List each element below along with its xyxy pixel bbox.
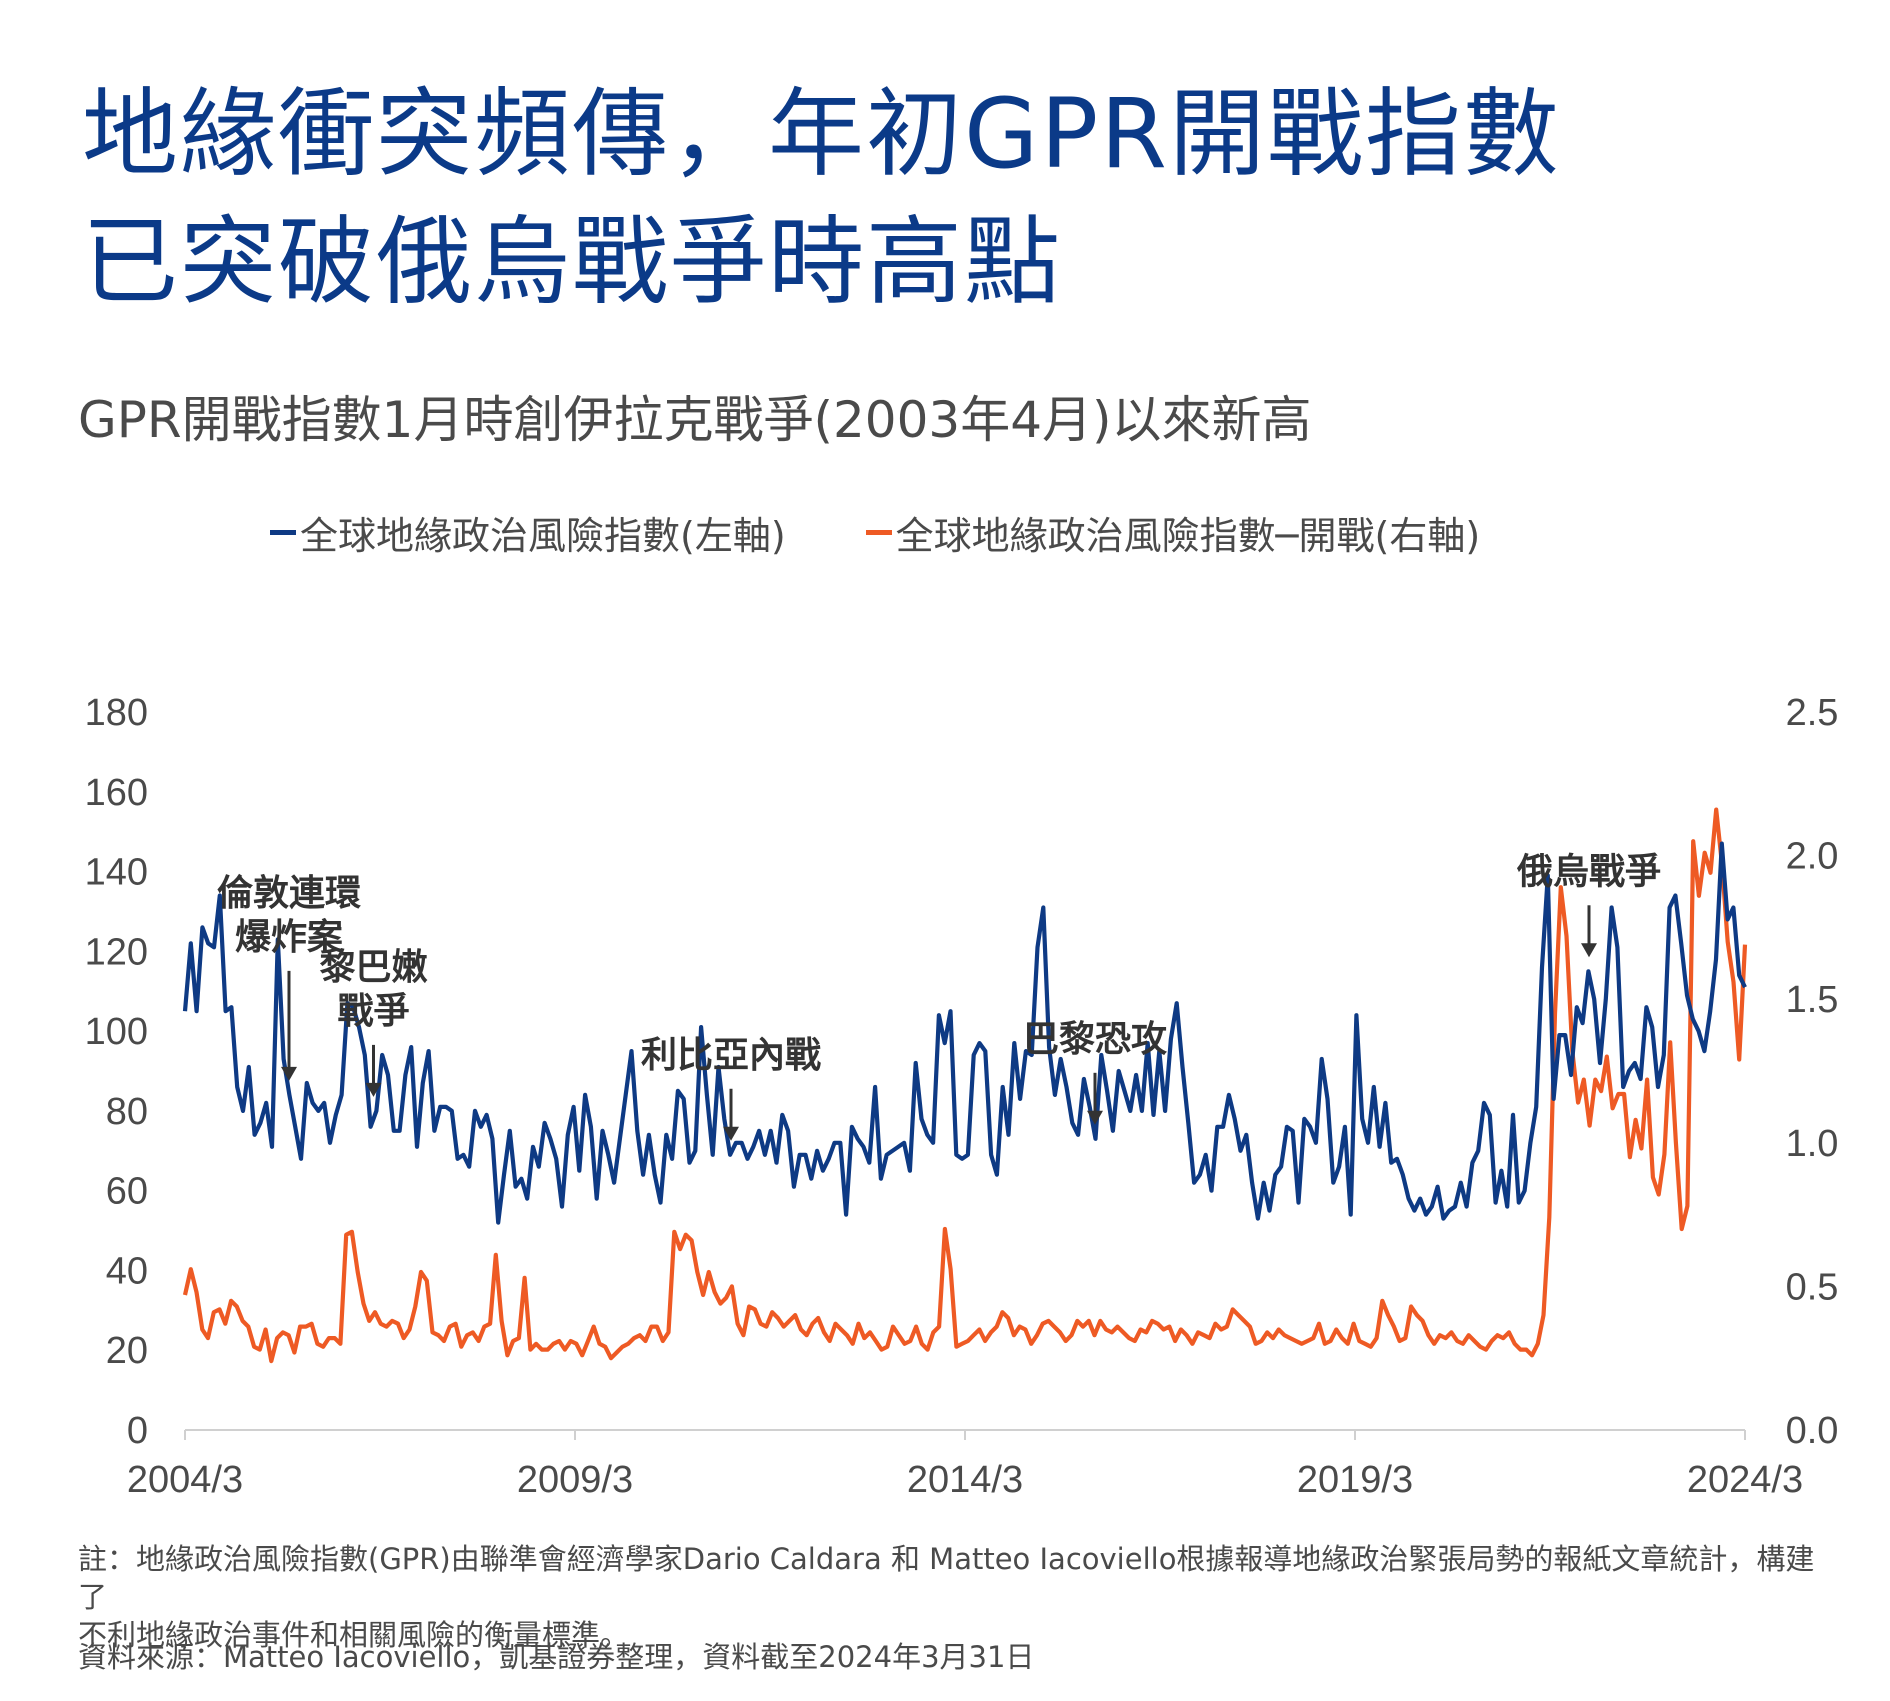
annotation-label: 爆炸案 bbox=[235, 916, 344, 957]
chart-title: 地緣衝突頻傳，年初GPR開戰指數 已突破俄烏戰爭時高點 bbox=[82, 70, 1842, 326]
y-right-tick-label: 0.0 bbox=[1786, 1410, 1839, 1452]
series-line-gpr-war bbox=[182, 807, 1748, 1364]
x-tick-label: 2004/3 bbox=[127, 1459, 243, 1501]
annotation-label: 黎巴嫩 bbox=[319, 946, 427, 987]
source-note: 資料來源：Matteo Iacoviello，凱基證券整理，資料截至2024年3… bbox=[78, 1640, 1035, 1674]
annotation-label: 倫敦連環 bbox=[217, 872, 361, 913]
annotation-arrow-head bbox=[1581, 943, 1597, 958]
annotation-label: 利比亞內戰 bbox=[641, 1034, 821, 1075]
series-line-gpr bbox=[182, 841, 1747, 1225]
y-left-tick-label: 80 bbox=[106, 1091, 148, 1133]
y-left-tick-label: 120 bbox=[85, 931, 148, 973]
y-left-tick-label: 160 bbox=[85, 772, 148, 814]
annotation-arrow-head bbox=[1087, 1110, 1103, 1125]
y-left-tick-label: 20 bbox=[106, 1330, 148, 1372]
legend-swatch-gpr bbox=[270, 530, 296, 535]
x-tick-label: 2009/3 bbox=[517, 1459, 633, 1501]
legend-item-gpr: 全球地緣政治風險指數(左軸) bbox=[270, 505, 786, 560]
y-right-tick-label: 2.5 bbox=[1786, 692, 1839, 734]
legend-swatch-gpr-war bbox=[865, 530, 892, 535]
y-right-tick-label: 1.5 bbox=[1786, 979, 1839, 1021]
annotation-label: 戰爭 bbox=[337, 990, 409, 1031]
title-line-2: 已突破俄烏戰爭時高點 bbox=[82, 206, 1062, 318]
chart-axes: 2004/3 2009/3 2014/3 2019/3 2024/3 0 20 40 60 80 1… bbox=[85, 692, 1839, 1501]
x-tick-label: 2024/3 bbox=[1687, 1459, 1803, 1501]
y-left-tick-label: 0 bbox=[127, 1410, 148, 1452]
chart-series bbox=[182, 807, 1748, 1364]
legend-label-gpr-war: 全球地緣政治風險指數─開戰(右軸) bbox=[895, 514, 1481, 558]
y-right-tick-label: 0.5 bbox=[1786, 1266, 1839, 1308]
annotation-label: 俄烏戰爭 bbox=[1516, 850, 1661, 891]
annotation-arrow-head bbox=[281, 1066, 297, 1081]
footnote-line-1: 註：地緣政治風險指數(GPR)由聯準會經濟學家Dario Caldara 和 M… bbox=[78, 1542, 1815, 1614]
chart-subtitle: GPR開戰指數1月時創伊拉克戰爭(2003年4月)以來新高 bbox=[78, 391, 1312, 449]
annotation-label: 巴黎恐攻 bbox=[1023, 1018, 1167, 1059]
y-left-tick-label: 60 bbox=[106, 1171, 148, 1213]
footnote-line-2: 不利地緣政治事件和相關風險的衡量標準。 bbox=[78, 1618, 630, 1652]
title-line-1: 地緣衝突頻傳，年初GPR開戰指數 bbox=[82, 78, 1561, 190]
y-right-tick-label: 1.0 bbox=[1786, 1123, 1839, 1165]
x-tick-label: 2019/3 bbox=[1297, 1459, 1413, 1501]
y-left-tick-label: 40 bbox=[106, 1250, 148, 1292]
footnote: 註：地緣政治風險指數(GPR)由聯準會經濟學家Dario Caldara 和 M… bbox=[78, 1540, 1838, 1654]
x-tick-label: 2014/3 bbox=[907, 1459, 1023, 1501]
legend-item-gpr-war: 全球地緣政治風險指數─開戰(右軸) bbox=[865, 505, 1481, 560]
y-left-tick-label: 140 bbox=[85, 852, 148, 894]
y-left-tick-label: 100 bbox=[85, 1011, 148, 1053]
annotation-arrow-head bbox=[723, 1126, 739, 1141]
legend-label-gpr: 全球地緣政治風險指數(左軸) bbox=[300, 514, 786, 558]
y-left-tick-label: 180 bbox=[85, 692, 148, 734]
annotation-arrow-head bbox=[365, 1082, 382, 1097]
legend: 全球地緣政治風險指數(左軸) 全球地緣政治風險指數─開戰(右軸) bbox=[270, 505, 1480, 560]
y-right-tick-label: 2.0 bbox=[1786, 836, 1839, 878]
